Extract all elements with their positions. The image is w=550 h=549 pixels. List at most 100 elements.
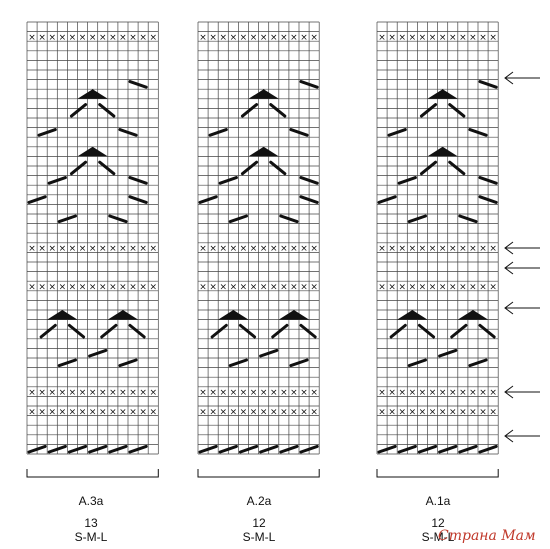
cable-icon [299, 195, 319, 204]
left-arrow-icon [504, 301, 540, 315]
cable-icon [407, 214, 427, 224]
chart-bracket [376, 469, 499, 478]
arrow-head [504, 71, 514, 85]
arrow-head [504, 241, 514, 255]
x-mark: × [219, 244, 227, 254]
x-mark: × [310, 33, 318, 43]
x-mark: × [489, 388, 497, 398]
triangle-icon [427, 89, 458, 99]
x-mark: × [378, 283, 386, 293]
cable-icon [208, 128, 228, 137]
x-mark: × [38, 388, 46, 398]
triangle-icon [278, 310, 310, 320]
cable-icon [417, 323, 436, 339]
cable-icon [299, 323, 317, 339]
x-mark: × [129, 283, 137, 293]
cable-icon [450, 323, 468, 339]
x-mark: × [260, 407, 268, 417]
x-mark: × [409, 283, 417, 293]
cable-icon [478, 444, 498, 454]
cable-icon [128, 444, 148, 454]
x-mark: × [139, 283, 147, 293]
cable-icon [478, 323, 496, 339]
cable-icon [397, 176, 417, 185]
x-mark: × [449, 244, 457, 254]
x-mark: × [398, 407, 406, 417]
cable-icon [259, 444, 279, 454]
cable-icon [47, 444, 67, 454]
cable-icon [39, 323, 57, 339]
x-mark: × [89, 407, 97, 417]
x-mark: × [270, 283, 278, 293]
x-mark: × [270, 33, 278, 43]
x-mark: × [28, 388, 36, 398]
x-mark: × [398, 244, 406, 254]
cable-icon [438, 444, 458, 454]
cable-icon [417, 444, 438, 454]
x-mark: × [449, 283, 457, 293]
x-mark: × [439, 244, 447, 254]
x-mark: × [429, 244, 437, 254]
x-mark: × [109, 388, 117, 398]
cable-icon [108, 444, 128, 454]
cable-icon [271, 323, 289, 339]
triangle-icon [77, 89, 108, 99]
x-mark: × [429, 33, 437, 43]
x-mark: × [290, 407, 298, 417]
x-mark: × [230, 244, 238, 254]
cable-icon [57, 214, 77, 224]
x-mark: × [149, 388, 157, 398]
chart-panel-1: × × × × × × × × × × × ×× × × × × × × × × × × ×× × × × × × × × × × × ×× × × ×… [197, 21, 320, 478]
x-mark: × [489, 33, 497, 43]
x-mark: × [479, 388, 487, 398]
cable-icon [387, 128, 407, 137]
x-mark: × [409, 388, 417, 398]
x-mark: × [129, 388, 137, 398]
x-mark: × [280, 407, 288, 417]
cable-icon [377, 195, 397, 204]
x-mark: × [199, 244, 207, 254]
chart-a3a-sizes: S-M-L [74, 530, 108, 544]
cable-icon [289, 358, 309, 368]
chart-a2a-sizes: S-M-L [242, 530, 276, 544]
x-mark: × [429, 388, 437, 398]
x-mark: × [59, 283, 67, 293]
arrow-head [504, 429, 514, 443]
cable-icon [419, 103, 438, 118]
x-mark: × [388, 388, 396, 398]
x-mark: × [388, 407, 396, 417]
cable-icon [88, 348, 108, 358]
x-mark: × [290, 244, 298, 254]
x-mark: × [38, 407, 46, 417]
x-mark: × [28, 407, 36, 417]
cable-icon [27, 195, 47, 204]
cable-icon [67, 444, 88, 454]
cable-icon [57, 358, 77, 368]
x-mark: × [79, 283, 87, 293]
cable-icon [458, 444, 478, 454]
cable-icon [389, 323, 407, 339]
cable-icon [289, 128, 309, 137]
x-mark: × [280, 388, 288, 398]
triangle-icon [397, 310, 428, 320]
cable-icon [238, 323, 257, 339]
cable-icon [468, 128, 488, 137]
cable-icon [299, 176, 319, 185]
cable-icon [128, 195, 148, 204]
x-mark: × [199, 33, 207, 43]
cable-icon [279, 444, 299, 454]
x-mark: × [149, 33, 157, 43]
cable-icon [279, 214, 299, 224]
triangle-icon [218, 310, 249, 320]
triangle-icon [107, 310, 139, 320]
triangle-icon [248, 89, 279, 99]
x-mark: × [79, 244, 87, 254]
x-mark: × [230, 33, 238, 43]
cable-icon [100, 323, 118, 339]
arrow-head [504, 385, 514, 399]
x-mark: × [250, 283, 258, 293]
x-mark: × [79, 388, 87, 398]
x-mark: × [149, 283, 157, 293]
x-mark: × [89, 33, 97, 43]
x-mark: × [449, 407, 457, 417]
